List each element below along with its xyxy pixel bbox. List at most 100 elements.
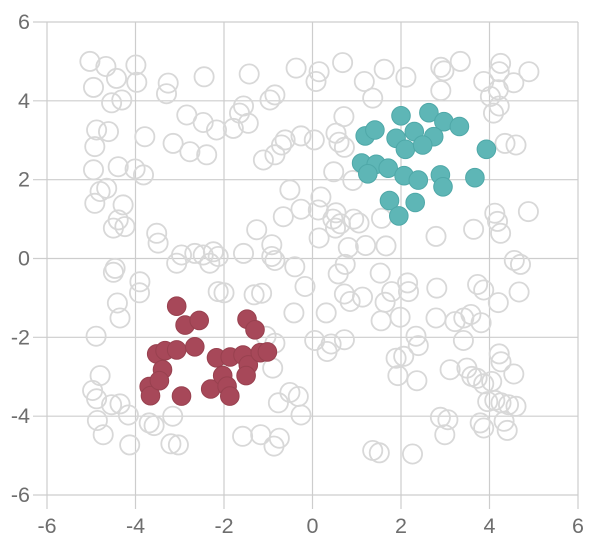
data-point-unlabeled xyxy=(162,132,184,154)
data-point-red xyxy=(220,386,240,406)
y-tick-label: 4 xyxy=(18,89,30,113)
data-point-unlabeled xyxy=(199,252,221,274)
data-point-unlabeled xyxy=(305,71,327,93)
data-point-unlabeled xyxy=(109,393,131,415)
data-point-unlabeled xyxy=(259,89,281,111)
data-point-teal xyxy=(365,120,385,140)
data-point-unlabeled xyxy=(96,177,118,199)
data-point-unlabeled xyxy=(84,192,106,214)
data-point-unlabeled xyxy=(397,281,419,303)
data-point-teal xyxy=(395,139,416,160)
data-point-unlabeled xyxy=(155,83,177,105)
data-point-unlabeled xyxy=(86,388,108,410)
points-layer xyxy=(79,50,540,465)
data-point-unlabeled xyxy=(252,149,274,171)
data-point-unlabeled xyxy=(117,404,139,426)
data-point-unlabeled xyxy=(95,56,117,78)
data-point-unlabeled xyxy=(232,95,254,117)
grid-layer xyxy=(33,21,579,509)
data-point-unlabeled xyxy=(353,71,375,93)
data-point-unlabeled xyxy=(179,141,201,163)
data-point-unlabeled xyxy=(264,249,286,271)
data-point-red xyxy=(236,365,256,386)
data-point-unlabeled xyxy=(385,347,407,369)
data-point-unlabeled xyxy=(315,302,337,324)
data-point-unlabeled xyxy=(111,89,133,111)
data-point-unlabeled xyxy=(205,119,227,141)
data-point-unlabeled xyxy=(261,245,283,267)
data-point-unlabeled xyxy=(374,291,396,313)
data-point-unlabeled xyxy=(222,117,244,139)
data-point-unlabeled xyxy=(264,144,286,166)
data-point-unlabeled xyxy=(393,345,415,367)
y-tick-label: -2 xyxy=(11,325,30,349)
data-point-red xyxy=(245,320,265,340)
data-point-teal xyxy=(476,139,497,160)
data-point-unlabeled xyxy=(487,292,509,314)
data-point-teal xyxy=(465,167,485,188)
data-point-unlabeled xyxy=(490,52,512,74)
data-point-unlabeled xyxy=(232,242,254,264)
data-point-unlabeled xyxy=(477,391,499,413)
data-point-unlabeled xyxy=(125,54,147,76)
data-point-unlabeled xyxy=(339,290,361,312)
data-point-unlabeled xyxy=(106,67,128,89)
data-point-unlabeled xyxy=(517,201,539,223)
data-point-unlabeled xyxy=(316,340,338,362)
data-point-unlabeled xyxy=(425,225,447,247)
data-point-unlabeled xyxy=(264,84,286,106)
x-tick-label: 6 xyxy=(572,514,584,538)
data-point-unlabeled xyxy=(112,194,134,216)
data-point-unlabeled xyxy=(406,370,428,392)
data-point-unlabeled xyxy=(493,410,515,432)
data-point-unlabeled xyxy=(193,66,215,88)
data-point-unlabeled xyxy=(304,329,326,351)
data-point-unlabeled xyxy=(473,417,495,439)
data-point-unlabeled xyxy=(84,136,106,158)
y-tick-label: 0 xyxy=(18,247,30,271)
data-point-unlabeled xyxy=(267,392,289,414)
data-point-red xyxy=(189,310,209,331)
data-point-unlabeled xyxy=(202,241,224,263)
data-point-unlabeled xyxy=(467,273,489,295)
data-point-unlabeled xyxy=(370,207,392,229)
data-point-unlabeled xyxy=(272,206,294,228)
data-point-unlabeled xyxy=(401,443,423,465)
data-point-unlabeled xyxy=(439,359,461,381)
data-point-unlabeled xyxy=(362,87,384,109)
data-point-unlabeled xyxy=(368,442,390,464)
data-point-unlabeled xyxy=(430,56,452,78)
data-point-unlabeled xyxy=(232,425,254,447)
data-point-unlabeled xyxy=(268,427,290,449)
data-point-unlabeled xyxy=(285,57,307,79)
data-point-unlabeled xyxy=(328,131,350,153)
data-point-red xyxy=(140,385,161,406)
data-point-unlabeled xyxy=(488,61,510,83)
data-point-unlabeled xyxy=(434,424,456,446)
data-point-unlabeled xyxy=(261,234,283,256)
data-point-unlabeled xyxy=(369,262,391,284)
data-point-unlabeled xyxy=(463,218,485,240)
data-point-unlabeled xyxy=(102,217,124,239)
data-point-unlabeled xyxy=(166,252,188,274)
data-point-unlabeled xyxy=(192,112,214,134)
data-point-unlabeled xyxy=(251,282,273,304)
data-point-unlabeled xyxy=(494,132,516,154)
data-point-unlabeled xyxy=(333,329,355,351)
data-point-unlabeled xyxy=(389,306,411,328)
data-point-unlabeled xyxy=(355,234,377,256)
data-point-unlabeled xyxy=(407,335,429,357)
data-point-unlabeled xyxy=(307,199,329,221)
data-point-teal xyxy=(449,116,470,137)
data-point-unlabeled xyxy=(488,343,510,365)
data-point-unlabeled xyxy=(437,409,459,431)
data-point-unlabeled xyxy=(496,419,518,441)
x-tick-label: -6 xyxy=(37,514,56,538)
data-point-unlabeled xyxy=(425,307,447,329)
data-point-unlabeled xyxy=(126,71,148,93)
data-point-unlabeled xyxy=(85,325,107,347)
data-point-teal xyxy=(408,170,429,190)
x-tick-label: 4 xyxy=(484,514,496,538)
data-point-unlabeled xyxy=(490,222,512,244)
data-point-unlabeled xyxy=(89,365,111,387)
